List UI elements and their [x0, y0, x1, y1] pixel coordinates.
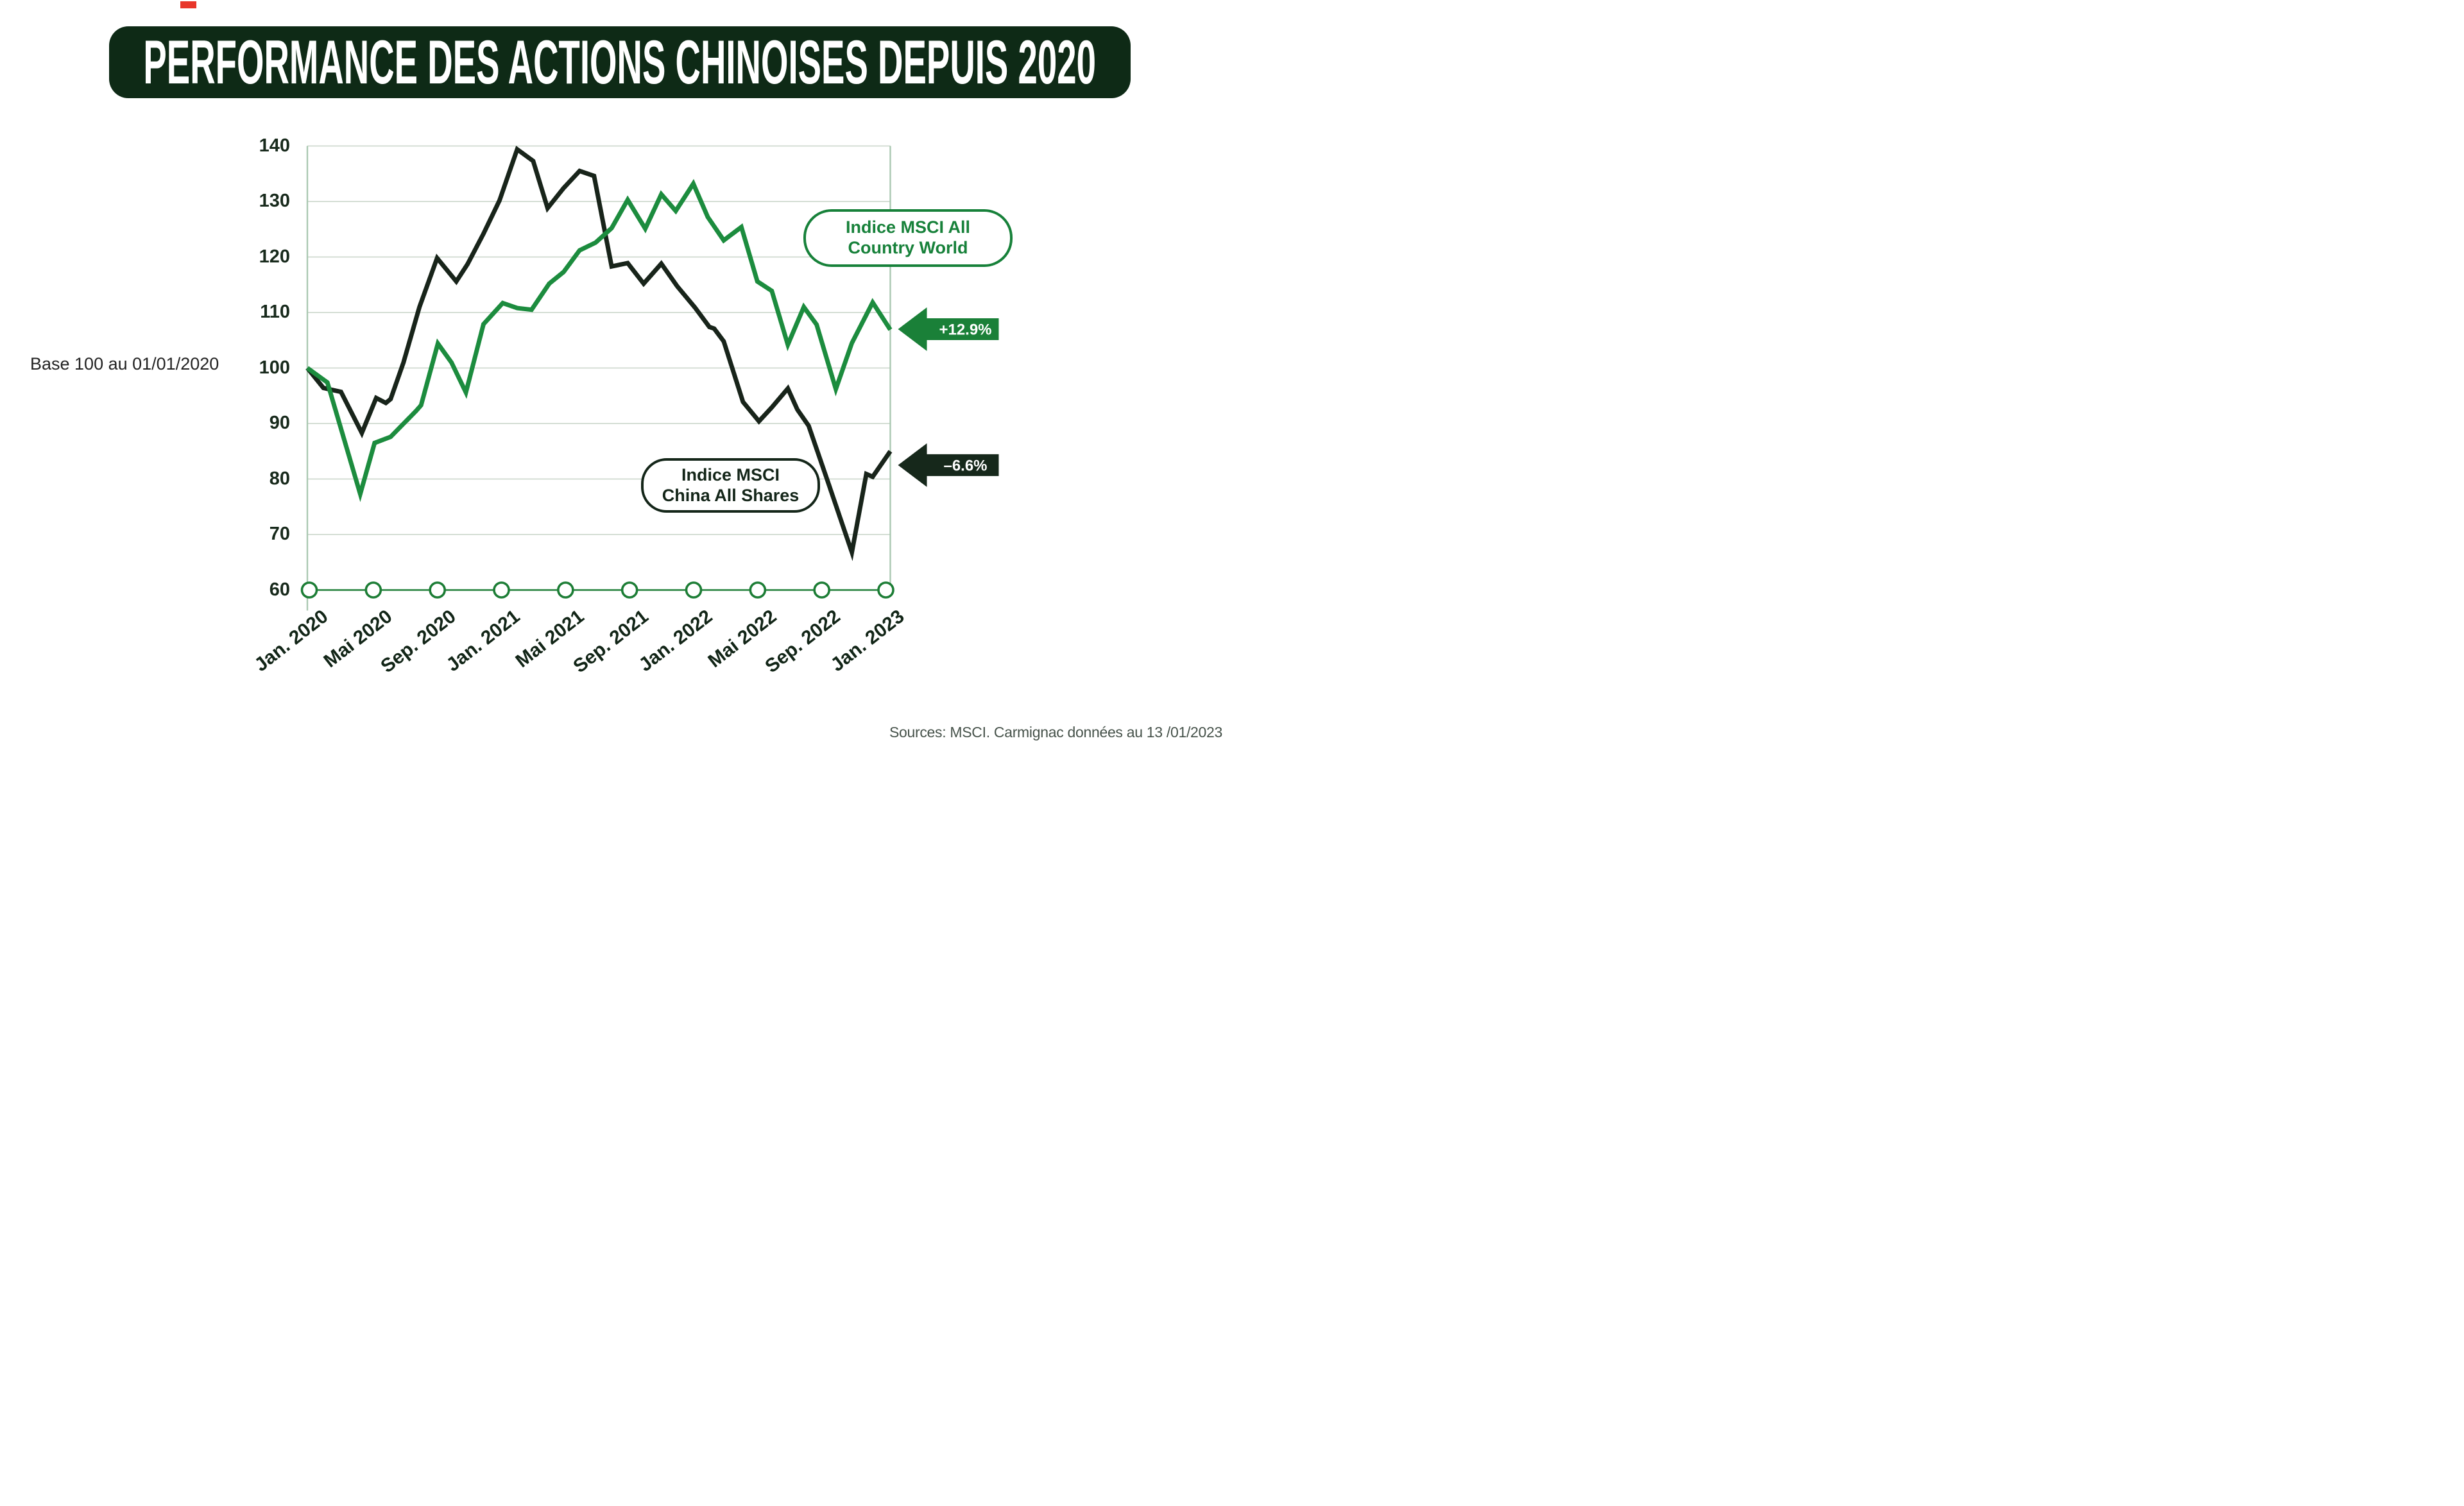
x-tick-circle-Jan. 2020	[300, 581, 318, 599]
base-100-note: Base 100 au 01/01/2020	[30, 354, 219, 373]
legend-msci-all-country-world: Indice MSCI All Country World	[803, 209, 1013, 267]
x-tick-circle-Mai 2020	[364, 581, 382, 599]
x-tick-circle-Jan. 2023	[877, 581, 894, 599]
x-tick-circle-Mai 2021	[557, 581, 574, 599]
performance-arrow-+12.9%	[898, 307, 999, 351]
page-title: PERFORMANCE DES ACTIONS CHINOISES DEPUIS…	[143, 28, 1097, 97]
y-axis-label-60: 60	[269, 579, 290, 600]
y-axis-label-70: 70	[269, 524, 290, 544]
title-banner: PERFORMANCE DES ACTIONS CHINOISES DEPUIS…	[109, 26, 1131, 98]
series-indice-msci-all-country-world	[305, 178, 893, 502]
y-axis-label-80: 80	[269, 468, 290, 489]
y-axis-label-100: 100	[259, 357, 290, 378]
y-axis-label-120: 120	[259, 246, 290, 267]
x-tick-circle-Jan. 2022	[685, 581, 703, 599]
legend-msci-china-all-shares: Indice MSCI China All Shares	[641, 458, 820, 513]
series-indice-msci-china-all-shares	[305, 146, 893, 561]
x-tick-circle-Sep. 2021	[620, 581, 638, 599]
performance-arrow-label: +12.9%	[939, 321, 991, 338]
y-axis-label-110: 110	[260, 302, 290, 322]
legend-green-line2: Country World	[848, 238, 968, 257]
line-chart: +12.9% –6.6%	[300, 145, 999, 611]
red-mark	[180, 1, 196, 8]
x-tick-circle-Sep. 2020	[429, 581, 446, 599]
x-tick-circle-Mai 2022	[749, 581, 767, 599]
legend-green-line1: Indice MSCI All	[845, 218, 971, 237]
x-tick-circle-Sep. 2022	[813, 581, 830, 599]
infographic-canvas: PERFORMANCE DES ACTIONS CHINOISES DEPUIS…	[0, 0, 1232, 753]
y-axis-label-140: 140	[259, 135, 290, 156]
y-axis-label-130: 130	[259, 191, 290, 211]
sources-note: Sources: MSCI. Carmignac données au 13 /…	[889, 724, 1222, 740]
legend-dark-line1: Indice MSCI	[681, 465, 780, 484]
legend-dark-line2: China All Shares	[662, 485, 800, 505]
x-tick-circle-Jan. 2021	[493, 581, 510, 599]
performance-arrow-–6.6%	[898, 443, 999, 487]
y-axis-label-90: 90	[269, 413, 290, 433]
performance-arrow-label: –6.6%	[943, 457, 987, 474]
